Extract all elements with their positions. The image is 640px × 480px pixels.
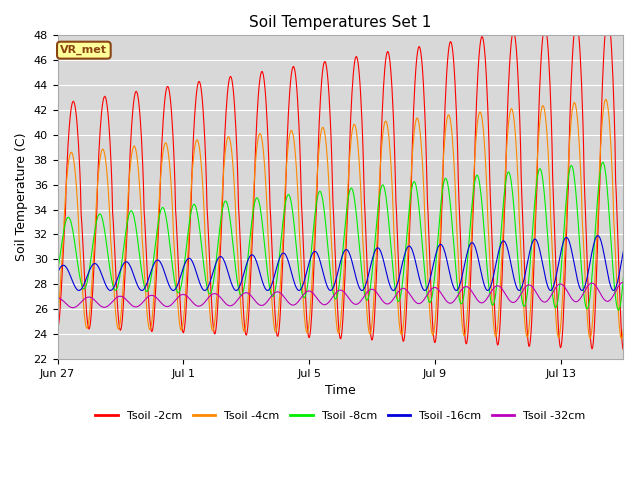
Tsoil -32cm xyxy=(188,298,195,304)
Line: Tsoil -16cm: Tsoil -16cm xyxy=(58,236,623,290)
Tsoil -4cm xyxy=(260,149,268,155)
Y-axis label: Soil Temperature (C): Soil Temperature (C) xyxy=(15,133,28,262)
Tsoil -32cm xyxy=(54,295,61,301)
Tsoil -32cm xyxy=(291,302,298,308)
Tsoil -8cm xyxy=(54,269,61,275)
Legend: Tsoil -2cm, Tsoil -4cm, Tsoil -8cm, Tsoil -16cm, Tsoil -32cm: Tsoil -2cm, Tsoil -4cm, Tsoil -8cm, Tsoi… xyxy=(91,407,590,425)
Tsoil -2cm xyxy=(374,226,382,231)
Line: Tsoil -2cm: Tsoil -2cm xyxy=(58,17,623,350)
Tsoil -8cm xyxy=(260,231,268,237)
Tsoil -2cm xyxy=(511,32,518,37)
Tsoil -4cm xyxy=(602,96,610,102)
Tsoil -8cm xyxy=(374,204,382,209)
Tsoil -16cm xyxy=(620,248,627,253)
Tsoil -2cm xyxy=(187,211,195,217)
Tsoil -4cm xyxy=(54,317,61,323)
Tsoil -32cm xyxy=(375,293,383,299)
Tsoil -2cm xyxy=(54,325,61,331)
Tsoil -8cm xyxy=(598,159,606,165)
Tsoil -32cm xyxy=(511,299,519,304)
Tsoil -8cm xyxy=(614,307,622,313)
Tsoil -4cm xyxy=(187,194,195,200)
Line: Tsoil -32cm: Tsoil -32cm xyxy=(58,282,623,308)
Tsoil -16cm xyxy=(187,256,195,262)
Line: Tsoil -8cm: Tsoil -8cm xyxy=(58,162,623,310)
Tsoil -2cm xyxy=(604,14,612,20)
Tsoil -2cm xyxy=(74,132,82,137)
Tsoil -4cm xyxy=(290,135,298,141)
Tsoil -8cm xyxy=(290,217,298,223)
Tsoil -32cm xyxy=(260,302,268,308)
Tsoil -16cm xyxy=(594,233,602,239)
Tsoil -16cm xyxy=(374,245,382,251)
Tsoil -16cm xyxy=(260,282,268,288)
Tsoil -8cm xyxy=(511,214,518,219)
Tsoil -4cm xyxy=(74,206,82,212)
Tsoil -4cm xyxy=(374,209,382,215)
Title: Soil Temperatures Set 1: Soil Temperatures Set 1 xyxy=(250,15,432,30)
Tsoil -16cm xyxy=(74,287,82,293)
Tsoil -16cm xyxy=(290,277,298,283)
Tsoil -4cm xyxy=(511,123,518,129)
X-axis label: Time: Time xyxy=(325,384,356,397)
Tsoil -16cm xyxy=(452,288,460,293)
Tsoil -2cm xyxy=(260,73,268,79)
Tsoil -32cm xyxy=(620,279,627,285)
Tsoil -4cm xyxy=(620,325,627,331)
Tsoil -4cm xyxy=(618,336,625,342)
Tsoil -8cm xyxy=(187,211,195,217)
Tsoil -16cm xyxy=(54,270,61,276)
Tsoil -2cm xyxy=(290,64,298,70)
Tsoil -2cm xyxy=(620,348,627,353)
Tsoil -8cm xyxy=(620,273,627,279)
Tsoil -32cm xyxy=(75,302,83,308)
Tsoil -16cm xyxy=(511,280,519,286)
Line: Tsoil -4cm: Tsoil -4cm xyxy=(58,99,623,339)
Text: VR_met: VR_met xyxy=(60,45,108,55)
Tsoil -8cm xyxy=(74,262,82,268)
Tsoil -32cm xyxy=(68,305,76,311)
